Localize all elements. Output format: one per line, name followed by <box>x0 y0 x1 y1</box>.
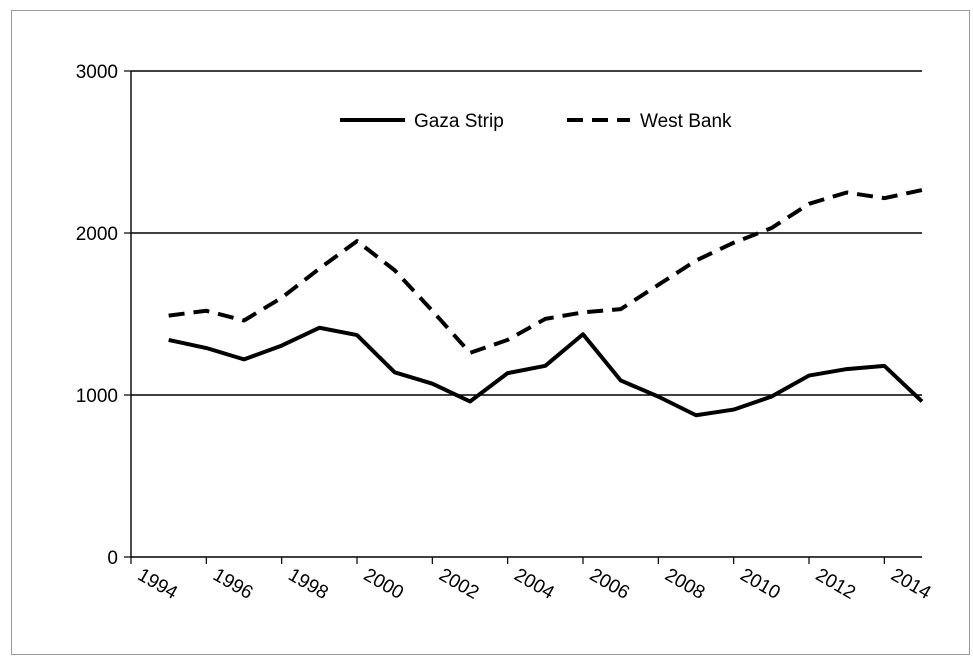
data-point-gaza-strip <box>619 378 623 382</box>
data-point-west-bank <box>355 239 359 243</box>
data-point-west-bank <box>167 314 171 318</box>
data-point-gaza-strip <box>920 399 924 403</box>
data-point-gaza-strip <box>769 395 773 399</box>
x-tick-label: 2010 <box>737 565 784 604</box>
series-line-gaza-strip <box>168 325 924 418</box>
data-point-gaza-strip <box>355 333 359 337</box>
data-point-west-bank <box>581 310 585 314</box>
x-tick-label: 1996 <box>209 565 256 604</box>
x-tick-label: 1994 <box>134 565 181 605</box>
x-tick-label: 2006 <box>586 565 633 604</box>
y-tick-label: 0 <box>107 548 118 569</box>
data-point-west-bank <box>656 283 660 287</box>
data-point-gaza-strip <box>694 413 698 417</box>
legend: Gaza Strip West Bank <box>340 111 732 132</box>
legend-label: Gaza Strip <box>414 111 504 132</box>
x-tick-label: 2000 <box>360 565 407 604</box>
y-tick-label: 2000 <box>76 224 118 245</box>
x-tick-label: 2002 <box>435 565 482 604</box>
data-point-west-bank <box>468 351 472 355</box>
x-tick-label: 2004 <box>511 565 558 605</box>
data-point-west-bank <box>280 296 284 300</box>
axes: 0 1000 2000 3000 1994 1996 1998 2000 2002 2004 200… <box>76 62 935 604</box>
data-point-west-bank <box>204 309 208 313</box>
series-lines <box>167 188 924 418</box>
data-point-gaza-strip <box>242 357 246 361</box>
y-tick-label: 3000 <box>76 62 118 83</box>
data-point-gaza-strip <box>656 395 660 399</box>
x-tick-label: 1998 <box>285 565 332 604</box>
data-point-west-bank <box>882 196 886 200</box>
y-tick-label: 1000 <box>76 386 118 407</box>
data-point-gaza-strip <box>807 374 811 378</box>
data-point-gaza-strip <box>506 371 510 375</box>
data-point-gaza-strip <box>882 364 886 368</box>
data-point-gaza-strip <box>468 399 472 403</box>
data-point-west-bank <box>694 259 698 263</box>
data-point-west-bank <box>920 188 924 192</box>
data-point-west-bank <box>317 267 321 271</box>
data-point-gaza-strip <box>581 332 585 336</box>
gridlines <box>131 70 922 396</box>
data-point-gaza-strip <box>393 370 397 374</box>
data-point-west-bank <box>393 268 397 272</box>
data-point-west-bank <box>732 241 736 245</box>
data-point-gaza-strip <box>845 367 849 371</box>
data-point-west-bank <box>619 307 623 311</box>
data-point-west-bank <box>543 317 547 321</box>
data-point-west-bank <box>506 338 510 342</box>
x-tick-label: 2008 <box>661 565 708 604</box>
chart-frame <box>11 10 970 655</box>
data-point-west-bank <box>845 191 849 195</box>
data-point-gaza-strip <box>732 408 736 412</box>
x-tick-label: 2014 <box>887 565 934 605</box>
data-point-gaza-strip <box>280 344 284 348</box>
data-point-west-bank <box>242 318 246 322</box>
data-point-gaza-strip <box>167 338 171 342</box>
x-tick-label: 2012 <box>812 565 859 604</box>
data-point-west-bank <box>769 226 773 230</box>
legend-label: West Bank <box>640 111 732 132</box>
data-point-gaza-strip <box>430 382 434 386</box>
data-point-west-bank <box>430 309 434 313</box>
data-point-gaza-strip <box>204 346 208 350</box>
data-point-gaza-strip <box>317 326 321 330</box>
series-line-west-bank <box>168 188 923 355</box>
data-point-gaza-strip <box>543 364 547 368</box>
data-point-west-bank <box>807 202 811 206</box>
